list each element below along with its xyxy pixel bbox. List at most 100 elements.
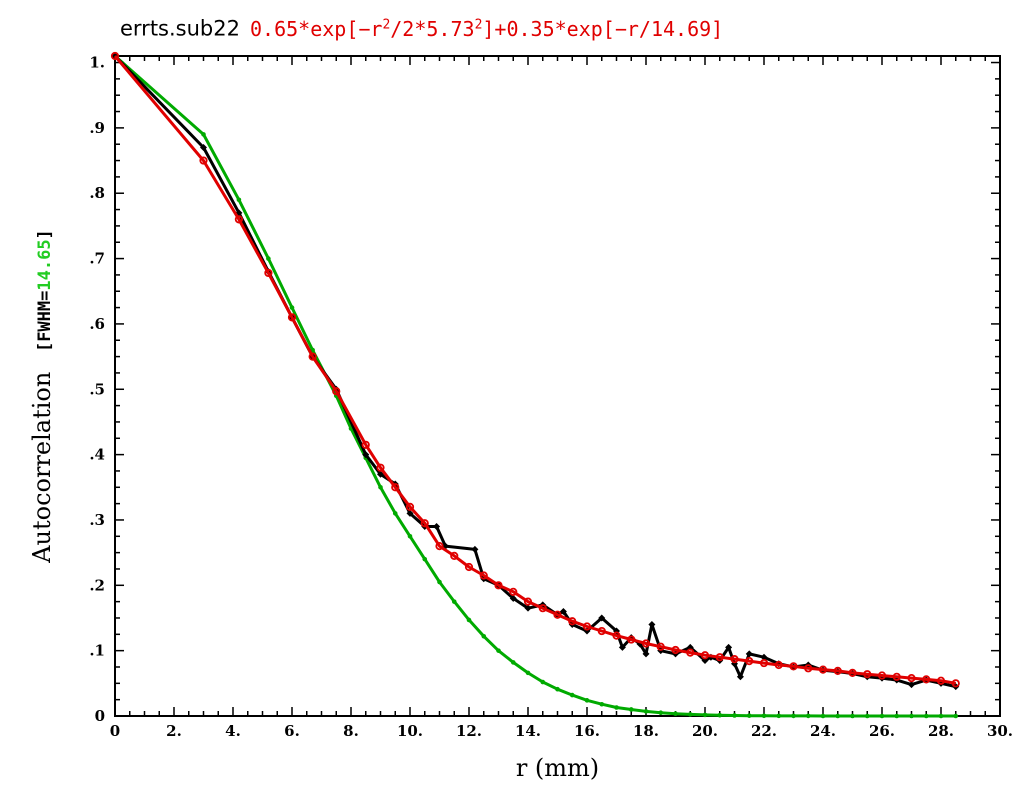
data-point-empirical	[725, 643, 733, 651]
y-tick-label: .1	[89, 642, 105, 660]
data-point-fit	[405, 502, 415, 511]
data-point-fit	[730, 655, 739, 664]
series-empirical	[111, 52, 960, 691]
data-point-gaussian	[614, 705, 619, 710]
data-point-empirical	[908, 681, 915, 689]
data-point-fit	[553, 610, 562, 619]
data-point-gaussian	[717, 712, 723, 718]
data-point-gaussian	[481, 633, 487, 639]
y-tick-label: .7	[89, 250, 105, 268]
data-point-fit	[287, 313, 297, 322]
data-point-fit	[597, 626, 606, 636]
data-point-empirical	[524, 604, 532, 612]
data-point-fit	[361, 440, 370, 449]
data-point-gaussian	[658, 710, 664, 716]
data-point-fit	[745, 657, 754, 666]
y-tick-label: .9	[89, 119, 105, 137]
data-point-gaussian	[496, 648, 501, 653]
data-point-gaussian	[392, 511, 398, 516]
data-point-gaussian	[466, 617, 472, 623]
data-point-empirical	[618, 643, 626, 651]
data-point-gaussian	[923, 713, 929, 719]
data-point-gaussian	[894, 713, 900, 719]
data-point-empirical	[433, 522, 441, 530]
data-point-fit	[420, 519, 429, 528]
data-point-fit	[538, 604, 547, 613]
data-point-gaussian	[791, 713, 796, 719]
data-point-fit	[523, 597, 533, 606]
data-point-fit	[892, 672, 901, 681]
data-point-fit	[479, 571, 488, 580]
x-tick-label: 26.	[869, 722, 895, 740]
data-point-gaussian	[776, 713, 782, 719]
data-point-gaussian	[953, 713, 959, 719]
data-point-empirical	[745, 650, 753, 658]
plot-frame	[114, 55, 1001, 717]
data-point-fit	[833, 666, 842, 676]
series-gaussian	[112, 53, 959, 719]
data-point-empirical	[200, 143, 207, 151]
x-tick-label: 12.	[456, 722, 482, 740]
data-point-fit	[863, 670, 872, 679]
data-point-fit	[774, 660, 783, 670]
data-point-fit	[700, 651, 710, 660]
data-point-fit	[464, 562, 474, 572]
data-point-gaussian	[673, 711, 678, 717]
data-point-gaussian	[407, 533, 413, 539]
data-point-gaussian	[437, 579, 442, 585]
tick-label-layer: 0 2. 4. 6. 8. 10. 12. 14. 16. 18. 20. 22. 24. 26. 28. 3…	[89, 54, 1013, 740]
data-point-gaussian	[761, 713, 767, 719]
x-tick-label: 2.	[166, 722, 182, 740]
data-point-fit	[110, 51, 120, 61]
data-point-gaussian	[628, 707, 634, 712]
data-point-fit	[848, 668, 857, 677]
data-point-gaussian	[378, 484, 383, 490]
data-point-gaussian	[746, 713, 752, 718]
y-tick-label: .3	[89, 511, 105, 529]
chart-title: errts.sub22 0.65*exp[−r2/2*5.732]+0.35*ex…	[120, 18, 723, 40]
data-point-fit	[789, 662, 798, 671]
data-point-fit	[656, 642, 665, 651]
data-point-empirical	[406, 509, 414, 517]
data-point-fit	[582, 622, 592, 631]
data-point-fit	[627, 635, 636, 644]
data-point-empirical	[509, 594, 517, 602]
data-point-gaussian	[805, 713, 811, 719]
data-point-fit	[376, 463, 385, 472]
data-point-fit	[234, 215, 243, 224]
y-tick-label: 0	[95, 707, 105, 725]
data-point-gaussian	[289, 305, 295, 310]
data-point-fit	[936, 676, 946, 685]
data-point-fit	[308, 352, 317, 361]
data-point-fit	[759, 658, 769, 668]
data-point-gaussian	[850, 713, 855, 719]
data-point-fit	[804, 664, 813, 673]
data-point-fit	[818, 665, 828, 674]
data-point-fit	[568, 617, 577, 626]
x-tick-label: 28.	[928, 722, 954, 740]
x-tick-label: 16.	[574, 722, 600, 740]
data-point-empirical	[760, 653, 768, 661]
data-point-gaussian	[879, 713, 885, 719]
data-point-gaussian	[909, 713, 914, 719]
x-tick-label: 0	[110, 722, 120, 740]
data-point-gaussian	[451, 599, 457, 604]
x-tick-label: 24.	[810, 722, 836, 740]
data-point-fit	[264, 268, 273, 278]
data-point-gaussian	[555, 686, 560, 692]
chart-title-dataset: errts.sub22	[120, 16, 240, 41]
data-point-gaussian	[266, 256, 271, 261]
data-point-fit	[922, 675, 931, 684]
data-point-gaussian	[422, 556, 428, 562]
x-tick-label: 20.	[692, 722, 718, 740]
series-line-gaussian	[114, 54, 956, 718]
data-point-empirical	[648, 621, 656, 629]
data-point-gaussian	[569, 692, 575, 698]
data-point-gaussian	[864, 713, 870, 719]
data-point-gaussian	[732, 713, 737, 718]
series-line-empirical	[113, 54, 957, 689]
data-point-fit	[332, 387, 341, 396]
data-point-gaussian	[201, 132, 206, 137]
data-point-fit	[612, 631, 621, 640]
fwhm-label-suffix: ]	[35, 229, 55, 239]
